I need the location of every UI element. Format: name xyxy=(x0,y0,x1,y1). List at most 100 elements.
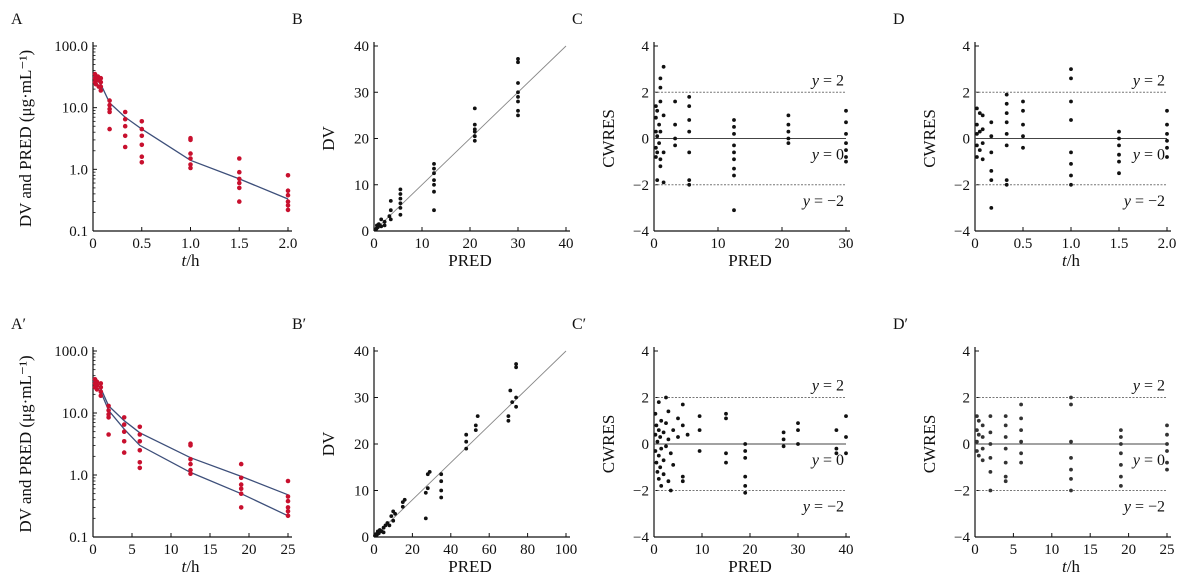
data-point xyxy=(732,118,736,122)
data-point xyxy=(382,219,387,224)
y-tick-label: 2 xyxy=(963,391,971,407)
data-point xyxy=(977,111,982,115)
data-point xyxy=(653,432,658,437)
data-point xyxy=(285,207,291,213)
data-point xyxy=(464,446,469,451)
data-point xyxy=(1165,432,1169,437)
data-point xyxy=(1069,67,1073,71)
data-point xyxy=(1119,463,1123,467)
reference-line-label: y = 2 xyxy=(810,72,844,89)
data-point xyxy=(1004,120,1009,125)
reference-line-label: y = 0 xyxy=(810,452,844,469)
data-point xyxy=(988,414,993,418)
x-tick-label: 20 xyxy=(743,542,758,558)
reference-line-var: y xyxy=(1131,378,1141,395)
reference-line-value: = 2 xyxy=(1140,72,1165,89)
data-point xyxy=(510,400,515,404)
data-point xyxy=(980,458,985,463)
data-point xyxy=(106,403,111,409)
data-point xyxy=(238,491,244,497)
data-point xyxy=(671,463,676,467)
data-point xyxy=(285,494,291,499)
data-point xyxy=(432,182,436,187)
data-point xyxy=(439,479,444,484)
reference-line-value: = −2 xyxy=(1131,499,1165,516)
data-point xyxy=(107,102,112,108)
data-point xyxy=(393,511,397,516)
data-point xyxy=(743,449,748,453)
data-point xyxy=(1069,402,1073,407)
y-tick-label: 30 xyxy=(354,391,369,407)
data-point xyxy=(697,449,702,453)
data-point xyxy=(680,423,685,428)
reference-line-value: = 0 xyxy=(819,452,844,469)
data-point xyxy=(732,143,736,148)
data-point xyxy=(654,104,658,108)
data-point xyxy=(506,414,511,418)
data-point xyxy=(687,104,692,108)
y-tick-label: −2 xyxy=(954,178,970,194)
data-point xyxy=(1165,449,1169,453)
data-point xyxy=(989,134,994,139)
y-tick-label: −4 xyxy=(954,224,970,240)
data-point xyxy=(1069,173,1073,178)
y-axis-title: DV xyxy=(319,431,338,456)
reference-line-label: y = −2 xyxy=(1122,499,1165,516)
data-point xyxy=(98,79,104,85)
x-tick-label: 10 xyxy=(1044,542,1059,558)
data-point xyxy=(680,479,685,484)
data-point xyxy=(516,60,520,65)
data-point xyxy=(432,208,436,213)
data-point xyxy=(122,144,128,150)
reference-line-var: y xyxy=(1131,72,1141,89)
data-point xyxy=(285,478,291,484)
data-point xyxy=(94,387,100,392)
y-tick-label: 0 xyxy=(362,224,370,240)
data-point xyxy=(139,154,145,159)
data-point xyxy=(989,120,994,125)
panel-letter: A xyxy=(11,11,23,28)
y-tick-label: 30 xyxy=(354,85,369,101)
data-point xyxy=(379,224,384,229)
data-point xyxy=(1004,132,1009,136)
data-point xyxy=(516,81,520,85)
data-point xyxy=(122,133,128,139)
x-tick-label: 10 xyxy=(164,542,179,558)
data-point xyxy=(376,531,381,536)
x-tick-label: 20 xyxy=(463,236,478,252)
data-point xyxy=(656,453,661,458)
reference-line-label: y = 2 xyxy=(1131,72,1165,89)
data-point xyxy=(423,516,428,521)
y-tick-label: −2 xyxy=(633,178,649,194)
data-point xyxy=(475,414,480,418)
data-point xyxy=(139,119,145,124)
data-point xyxy=(697,428,702,432)
data-point xyxy=(844,451,848,456)
data-point xyxy=(1069,182,1073,187)
data-point xyxy=(743,474,748,479)
data-point xyxy=(121,422,127,427)
data-point xyxy=(432,171,436,176)
data-point xyxy=(676,416,680,421)
reference-line-var: y xyxy=(1122,193,1132,210)
data-point xyxy=(107,126,112,132)
reference-line-var: y xyxy=(1131,147,1141,164)
data-point xyxy=(1003,423,1008,428)
data-point xyxy=(237,176,242,182)
data-point xyxy=(661,472,666,477)
data-point xyxy=(381,530,386,535)
data-point xyxy=(977,148,982,153)
data-point xyxy=(188,456,193,462)
y-axis-title: CWRES xyxy=(599,415,618,474)
data-point xyxy=(388,199,393,203)
x-axis-title: t/h xyxy=(182,557,200,576)
data-point xyxy=(1019,439,1023,444)
data-point xyxy=(423,490,428,495)
data-point xyxy=(516,95,520,99)
data-point xyxy=(388,208,393,213)
data-point xyxy=(237,169,242,175)
x-tick-label: 0 xyxy=(971,236,979,252)
panel-1: A 0 0.5 1.0 1.5 2.0 0.1 1.0 10.0 100.0 t/h DV and P… xyxy=(11,11,297,270)
x-axis-variable: t xyxy=(182,557,188,576)
data-point xyxy=(398,187,403,192)
